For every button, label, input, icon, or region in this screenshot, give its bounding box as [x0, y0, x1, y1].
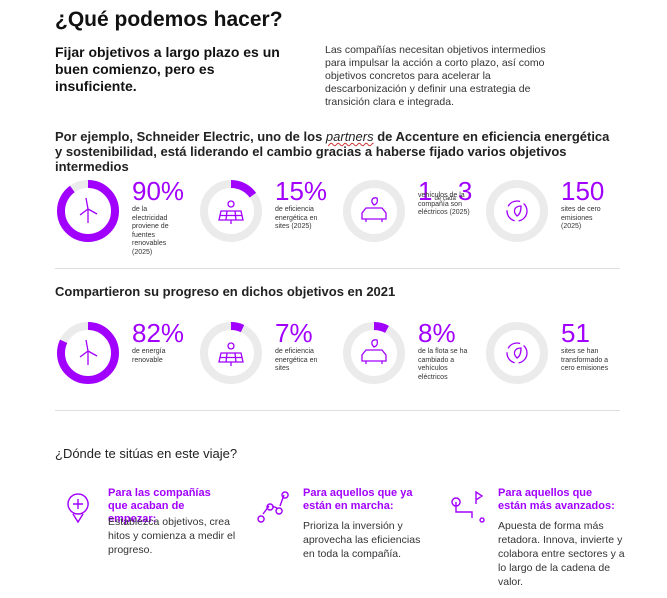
- stat-value: 51: [561, 318, 590, 348]
- icon-part: [227, 342, 235, 350]
- section-title: ¿Dónde te sitúas en este viaje?: [55, 446, 238, 461]
- stat-description: de eficiencia energética en sites (2025): [275, 206, 318, 230]
- icon-part: [79, 339, 98, 358]
- icon: [218, 200, 244, 224]
- stat-connector: de cada: [434, 196, 456, 202]
- subtitle: Fijar objetivos a largo plazo es un buen…: [55, 44, 280, 94]
- stat: 150: [561, 178, 604, 205]
- stat-value: 15%: [275, 176, 328, 206]
- icon: [506, 200, 528, 222]
- icon-part: [79, 197, 98, 216]
- ring-arc: [57, 180, 119, 242]
- icon-part: [218, 210, 244, 224]
- progress-ring: [200, 180, 262, 242]
- journey-heading: Para aquellos que ya están en marcha:: [303, 487, 413, 512]
- stat-description: de energía renovable: [132, 348, 166, 364]
- icon-part: [218, 352, 244, 366]
- ring-arc: [57, 322, 119, 384]
- progress-ring: [486, 180, 548, 242]
- icon-part: [506, 200, 528, 222]
- stat-value: 7%: [275, 318, 313, 348]
- icon-part: [227, 200, 235, 208]
- icon: [361, 197, 387, 222]
- ring-arc: [200, 322, 262, 384]
- icon-part: [361, 207, 387, 222]
- progress-ring: [486, 322, 548, 384]
- ring-track: [486, 180, 548, 242]
- stat-value: 150: [561, 176, 605, 206]
- progress-ring: [57, 180, 119, 242]
- stat: 90%: [132, 178, 184, 205]
- divider: [55, 410, 620, 411]
- stat: 8%: [418, 320, 456, 347]
- ring-arc: [200, 180, 262, 242]
- section-title: Compartieron su progreso en dichos objet…: [55, 284, 396, 299]
- stat-description: de la electricidad proviene de fuentes r…: [132, 206, 169, 256]
- emphasis: partners: [325, 129, 374, 144]
- icon-part: [371, 339, 379, 348]
- stat-description: sites de cero emisiones (2025): [561, 206, 601, 230]
- stat-value: 3: [457, 176, 473, 206]
- icon-part: [451, 490, 485, 523]
- icon-part: [371, 197, 379, 206]
- journey-icon: [451, 490, 485, 523]
- stat-value: 90%: [132, 176, 185, 206]
- stat-value: 8%: [418, 318, 456, 348]
- text: de Accenture en eficiencia energética y …: [55, 129, 610, 174]
- stat-description: vehículos de la compañía son eléctricos …: [418, 192, 470, 216]
- stat: 51: [561, 320, 590, 347]
- stat-description: de eficiencia energética en sites: [275, 348, 318, 372]
- icon-part: [257, 491, 289, 523]
- stat-value: 82%: [132, 318, 185, 348]
- icon: [79, 197, 98, 223]
- example-text: Por ejemplo, Schneider Electric, uno de …: [55, 129, 615, 174]
- stat-description: sites se han transformado a cero emision…: [561, 348, 609, 372]
- stat-value: 1: [418, 176, 433, 206]
- stat: 82%: [132, 320, 184, 347]
- icon-part: [361, 349, 387, 364]
- stat: 15%: [275, 178, 327, 205]
- stat: 1 de cada3: [418, 178, 472, 205]
- icon: [361, 339, 387, 364]
- divider: [55, 268, 620, 269]
- journey-heading: Para aquellos que están más avanzados:: [498, 487, 615, 512]
- progress-ring: [343, 180, 405, 242]
- journey-icon: [257, 491, 289, 523]
- icon: [218, 342, 244, 366]
- icon-part: [67, 493, 89, 524]
- icon: [506, 342, 528, 364]
- icon: [79, 339, 98, 365]
- stat-description: de la flota se ha cambiado a vehículos e…: [418, 348, 468, 381]
- journey-text: Prioriza la inversión y aprovecha las ef…: [303, 520, 421, 560]
- journey-heading: Para las compañías que acaban de empezar…: [108, 487, 211, 525]
- journey-text: Apuesta de forma más retadora. Innova, i…: [498, 520, 625, 588]
- progress-ring: [57, 322, 119, 384]
- stat: 7%: [275, 320, 313, 347]
- progress-ring: [343, 322, 405, 384]
- ring-arc: [343, 322, 405, 384]
- title: ¿Qué podemos hacer?: [55, 8, 283, 31]
- ring-track: [343, 180, 405, 242]
- icon-part: [506, 342, 528, 364]
- icon-part: [513, 205, 522, 217]
- journey-icon: [67, 493, 89, 524]
- progress-ring: [200, 322, 262, 384]
- intro: Las compañías necesitan objetivos interm…: [325, 44, 546, 108]
- icon-part: [513, 347, 522, 359]
- text: Por ejemplo, Schneider Electric, uno de …: [55, 129, 326, 144]
- ring-track: [343, 322, 405, 384]
- journey-text: Establezca objetivos, crea hitos y comie…: [108, 516, 236, 556]
- ring-track: [486, 322, 548, 384]
